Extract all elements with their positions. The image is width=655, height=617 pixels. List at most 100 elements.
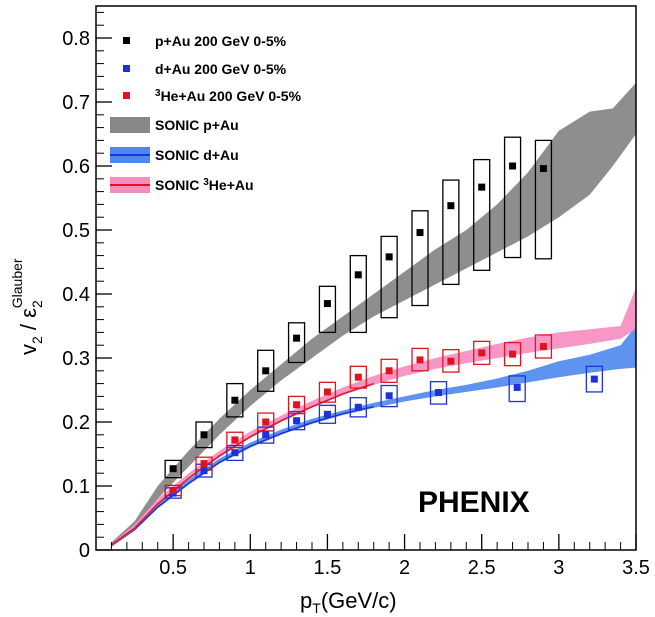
data-point xyxy=(262,431,270,439)
data-points xyxy=(169,162,598,497)
data-point xyxy=(200,431,208,439)
systematic-box xyxy=(442,179,460,286)
systematic-box xyxy=(503,341,522,367)
y-tick-label: 0.5 xyxy=(62,220,90,242)
data-point xyxy=(447,202,455,210)
systematic-box xyxy=(257,426,275,444)
systematic-box xyxy=(534,334,553,359)
data-point xyxy=(323,300,331,308)
systematic-box xyxy=(318,404,337,424)
data-point xyxy=(293,334,301,342)
systematic-box xyxy=(473,340,491,366)
legend-label: SONIC 3He+Au xyxy=(155,177,254,193)
y-tick-label: 0.3 xyxy=(62,348,90,370)
x-tick-label: 1.5 xyxy=(314,557,342,579)
legend-label: d+Au 200 GeV 0-5% xyxy=(155,61,287,77)
systematic-box xyxy=(503,136,522,259)
data-point xyxy=(416,229,424,237)
systematic-box xyxy=(380,358,398,383)
systematic-box xyxy=(287,322,306,364)
model-line xyxy=(111,405,374,547)
y-tick-label: 0.8 xyxy=(62,28,90,50)
data-point xyxy=(262,367,270,375)
data-point xyxy=(385,253,393,261)
x-tick-label: 1 xyxy=(245,557,256,579)
legend-band xyxy=(110,117,150,133)
systematic-box xyxy=(287,395,306,415)
data-point xyxy=(416,356,424,364)
data-point xyxy=(354,271,362,279)
data-point xyxy=(513,383,521,391)
data-point xyxy=(478,349,486,357)
systematic-box xyxy=(508,375,526,403)
data-point xyxy=(169,486,177,494)
systematic-box xyxy=(411,347,429,372)
data-point xyxy=(169,465,177,473)
data-point xyxy=(354,403,362,411)
model-band xyxy=(111,326,636,547)
data-point xyxy=(262,418,270,426)
data-point xyxy=(231,449,239,457)
systematic-box xyxy=(585,365,603,393)
systematic-box xyxy=(164,459,182,479)
data-point xyxy=(539,342,547,350)
systematic-box xyxy=(226,382,244,418)
systematic-box xyxy=(429,381,448,405)
systematic-box xyxy=(380,235,398,319)
systematic-box xyxy=(195,421,213,449)
x-tick-label: 3 xyxy=(553,557,564,579)
data-point xyxy=(385,367,393,375)
legend-marker xyxy=(123,92,130,99)
y-tick-label: 0.1 xyxy=(62,476,90,498)
y-tick-label: 0.7 xyxy=(62,92,90,114)
data-point xyxy=(323,410,331,418)
systematic-box xyxy=(318,381,337,403)
data-point xyxy=(385,392,393,400)
axis-ticks: 0.5 1 1.5 2 2.5 3 3.5 0 0.1 0.2 0.3 0.4 0.5 0.6 0.7 0.8 xyxy=(62,11,650,579)
model-band xyxy=(111,287,636,547)
systematic-box xyxy=(349,254,367,334)
x-tick-label: 2.5 xyxy=(468,557,496,579)
systematic-box xyxy=(349,397,367,418)
data-point xyxy=(323,388,331,396)
y-axis-title: v2 / ε2Glauber xyxy=(9,258,45,355)
data-point xyxy=(354,373,362,381)
systematic-box xyxy=(473,158,491,271)
plot-frame xyxy=(95,5,637,551)
legend-marker xyxy=(123,37,130,44)
legend-label: p+Au 200 GeV 0-5% xyxy=(155,33,287,49)
y-tick-label: 0 xyxy=(79,540,90,562)
systematic-box xyxy=(318,285,337,334)
data-point xyxy=(539,165,547,173)
data-point xyxy=(435,389,443,397)
data-point xyxy=(590,375,598,383)
data-point xyxy=(509,162,517,170)
data-point xyxy=(200,460,208,468)
y-tick-label: 0.4 xyxy=(62,284,90,306)
x-axis-title: pT(GeV/c) xyxy=(300,588,397,616)
legend-marker xyxy=(123,65,130,72)
x-tick-label: 0.5 xyxy=(159,557,187,579)
data-point xyxy=(478,183,486,191)
systematic-box xyxy=(226,445,244,462)
data-point xyxy=(231,396,239,404)
systematic-box xyxy=(534,139,553,260)
data-point xyxy=(447,357,455,365)
legend-label: SONIC d+Au xyxy=(155,147,239,163)
systematic-box xyxy=(411,210,429,307)
data-point xyxy=(509,350,517,358)
data-point xyxy=(200,467,208,475)
systematic-box xyxy=(287,411,306,431)
data-point xyxy=(293,401,301,409)
systematic-box xyxy=(257,349,275,392)
legend: p+Au 200 GeV 0-5% d+Au 200 GeV 0-5% 3He+Au… xyxy=(110,33,302,193)
y-tick-label: 0.2 xyxy=(62,412,90,434)
systematic-box xyxy=(442,349,460,373)
legend-label: SONIC p+Au xyxy=(155,117,239,133)
systematic-box xyxy=(380,384,398,408)
x-tick-label: 3.5 xyxy=(622,557,650,579)
data-point xyxy=(231,436,239,444)
experiment-watermark: PHENIX xyxy=(418,486,530,519)
systematic-box xyxy=(349,365,367,389)
